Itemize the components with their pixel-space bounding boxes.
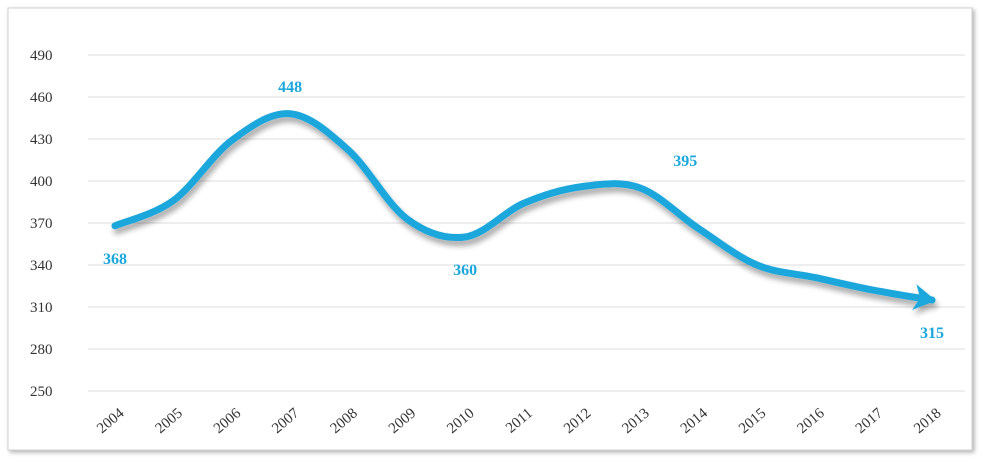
line-group: [111, 110, 936, 310]
y-tick-label: 400: [30, 174, 53, 190]
y-tick-label: 370: [30, 216, 53, 232]
value-label: 315: [920, 325, 944, 342]
y-tick-label: 280: [30, 342, 53, 358]
value-label: 448: [278, 79, 302, 96]
arrow-head: [912, 284, 936, 310]
value-label: 368: [103, 251, 127, 268]
line: [111, 110, 936, 304]
y-tick-label: 340: [30, 258, 53, 274]
value-label: 360: [453, 262, 477, 279]
y-tick-label: 460: [30, 90, 53, 106]
y-tick-label: 490: [30, 48, 53, 64]
y-tick-label: 250: [30, 384, 53, 400]
y-tick-label: 310: [30, 300, 53, 316]
y-tick-label: 430: [30, 132, 53, 148]
value-label: 395: [673, 153, 697, 170]
